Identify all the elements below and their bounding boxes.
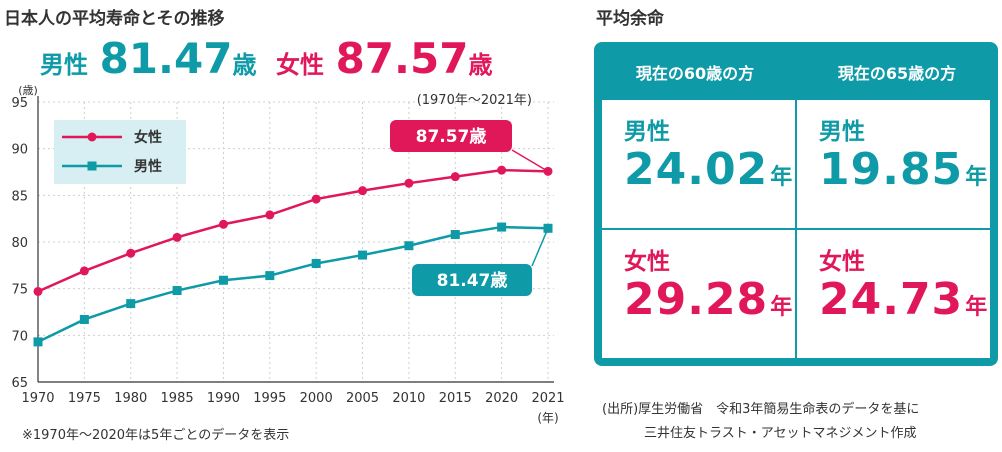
cell-gender-label: 女性: [819, 249, 865, 275]
cell-female-60: 女性 29.28年: [602, 230, 795, 358]
cell-gender-label: 女性: [624, 249, 670, 275]
data-point: [218, 219, 228, 229]
data-point: [265, 271, 275, 281]
cell-gender-label: 男性: [624, 119, 670, 145]
y-tick-label: 70: [11, 329, 28, 344]
data-point: [311, 258, 321, 268]
cell-value: 29.28年: [624, 274, 793, 325]
source-line-1: (出所)厚生労働省 令和3年簡易生命表のデータを基に: [602, 402, 920, 417]
series-line-male: [37, 225, 549, 343]
headline-female-label: 女性: [276, 51, 324, 79]
cell-unit: 年: [965, 295, 989, 320]
cell-number: 24.73: [819, 274, 964, 325]
callout-label: 81.47歳: [437, 270, 508, 291]
cell-male-60: 男性 24.02年: [602, 100, 795, 228]
x-tick-label: 1985: [161, 391, 194, 406]
data-point: [33, 286, 43, 296]
y-unit-label: (歳): [18, 84, 38, 97]
remaining-life-table: 現在の60歳の方 現在の65歳の方 男性 24.02年 男性 19.85年 女性…: [594, 42, 998, 366]
headline-male: 男性 81.47歳: [40, 34, 256, 83]
data-point: [265, 210, 275, 220]
callout-leader: [511, 149, 549, 172]
data-point: [311, 194, 321, 204]
table-header-65: 現在の65歳の方: [837, 64, 957, 83]
data-point: [450, 172, 460, 182]
data-point: [33, 337, 43, 347]
data-point: [126, 248, 136, 258]
y-tick-label: 90: [11, 143, 28, 158]
chart-title: 日本人の平均寿命とその推移: [4, 9, 225, 29]
y-tick-label: 85: [11, 189, 28, 204]
data-point: [404, 178, 414, 188]
data-point: [358, 186, 368, 196]
series-line-female: [37, 168, 549, 293]
data-point: [79, 314, 89, 324]
data-point: [172, 232, 182, 242]
life-expectancy-chart: 65 70 75 80 85 90 95 1970 1975 1980 1985 1990 1995 20…: [11, 84, 564, 425]
x-tick-label: 1980: [114, 391, 147, 406]
x-tick-label: 2010: [392, 391, 425, 406]
table-header-60: 現在の60歳の方: [635, 64, 755, 83]
x-tick-label: 1995: [253, 391, 286, 406]
headline-female-unit: 歳: [468, 51, 493, 79]
cell-number: 24.02: [624, 144, 769, 195]
y-tick-label: 80: [11, 236, 28, 251]
headline-female-value: 87.57: [335, 34, 469, 83]
data-point: [79, 266, 89, 276]
data-point: [497, 222, 507, 232]
cell-female-65: 女性 24.73年: [797, 230, 990, 358]
table-title: 平均余命: [596, 9, 664, 29]
legend-label: 男性: [134, 158, 162, 175]
x-tick-label: 2015: [439, 391, 472, 406]
headline-male-label: 男性: [40, 51, 88, 79]
data-point: [218, 275, 228, 285]
data-point: [126, 299, 136, 309]
x-tick-label: 2005: [346, 391, 379, 406]
cell-gender-label: 男性: [819, 119, 865, 145]
y-tick-label: 95: [11, 96, 28, 111]
headline-female: 女性 87.57歳: [276, 34, 492, 83]
cell-male-65: 男性 19.85年: [797, 100, 990, 228]
x-tick-label: 2000: [300, 391, 333, 406]
x-tick-label: 2020: [485, 391, 518, 406]
x-unit-label: (年): [537, 411, 558, 425]
cell-value: 24.73年: [819, 274, 988, 325]
data-point: [450, 230, 460, 240]
legend-marker: [87, 132, 97, 142]
headline-male-value: 81.47: [99, 34, 233, 83]
source-line-2: 三井住友トラスト・アセットマネジメント作成: [644, 426, 917, 441]
headline-male-unit: 歳: [232, 51, 257, 79]
data-point: [358, 250, 368, 260]
callout-box: [390, 120, 512, 152]
period-note: (1970年～2021年): [417, 93, 532, 108]
data-point: [404, 241, 414, 251]
chart-footnote: ※1970年～2020年は5年ごとのデータを表示: [22, 428, 290, 443]
callout-leader: [531, 227, 549, 267]
x-tick-label: 2021: [531, 391, 564, 406]
cell-value: 19.85年: [819, 144, 988, 195]
y-tick-label: 75: [11, 283, 28, 298]
cell-value: 24.02年: [624, 144, 793, 195]
legend-box: [54, 120, 186, 184]
callout-female: 87.57歳: [390, 120, 549, 172]
data-point: [172, 286, 182, 296]
data-point: [497, 165, 507, 175]
cell-unit: 年: [770, 165, 794, 190]
cell-number: 29.28: [624, 274, 769, 325]
callout-male: 81.47歳: [412, 227, 549, 296]
cell-number: 19.85: [819, 144, 964, 195]
legend-label: 女性: [134, 129, 162, 146]
y-tick-label: 65: [11, 376, 28, 391]
callout-label: 87.57歳: [416, 126, 487, 147]
cell-unit: 年: [965, 165, 989, 190]
legend-marker: [87, 161, 97, 171]
x-tick-label: 1990: [207, 391, 240, 406]
callout-box: [412, 264, 532, 296]
x-tick-label: 1975: [68, 391, 101, 406]
x-tick-label: 1970: [21, 391, 54, 406]
cell-unit: 年: [770, 295, 794, 320]
